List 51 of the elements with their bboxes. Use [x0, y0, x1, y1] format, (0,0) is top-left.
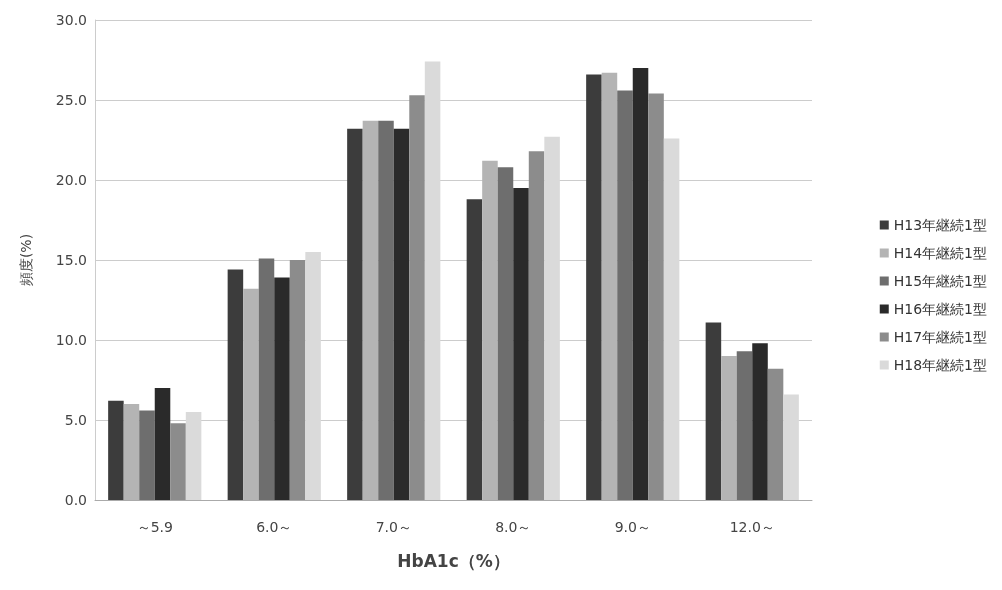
y-tick-label: 0.0 [64, 492, 87, 508]
y-tick-label: 30.0 [55, 12, 87, 28]
legend-label: H14年継続1型 [893, 245, 987, 261]
bar [663, 138, 680, 500]
bar [378, 120, 394, 500]
y-tick-label: 5.0 [64, 412, 87, 428]
y-tick-label: 15.0 [55, 252, 87, 268]
bar [648, 93, 664, 500]
legend-label: H17年継続1型 [893, 329, 987, 345]
x-axis-title: HbA1c（%） [397, 550, 510, 571]
bar [424, 61, 441, 500]
bar [528, 151, 545, 500]
legend-label: H18年継続1型 [893, 357, 987, 373]
legend-label: H16年継続1型 [893, 301, 987, 317]
bar [586, 74, 602, 500]
bar [736, 351, 753, 500]
legend-label: H15年継続1型 [893, 273, 987, 289]
bar [783, 394, 799, 500]
bar [274, 277, 290, 500]
y-tick-label: 20.0 [55, 172, 87, 188]
bar [170, 423, 186, 500]
y-tick-label: 10.0 [55, 332, 87, 348]
bar [108, 400, 124, 500]
y-tick-label: 25.0 [55, 92, 87, 108]
bar [544, 136, 560, 500]
legend-label: H13年継続1型 [893, 217, 987, 233]
bar [393, 128, 410, 500]
bar [513, 188, 529, 500]
x-tick-label: 12.0～ [729, 519, 775, 535]
bar [752, 343, 768, 500]
bar [258, 258, 275, 500]
bar [767, 368, 784, 500]
x-tick-label: 8.0～ [495, 519, 532, 535]
x-tick-label: 6.0～ [256, 519, 293, 535]
bar [497, 167, 514, 500]
bar [409, 95, 425, 500]
bar [289, 260, 306, 500]
bar [705, 322, 722, 500]
bar [632, 68, 649, 500]
bar [139, 410, 155, 500]
x-tick-label: ～5.9 [136, 519, 173, 535]
bar [466, 199, 483, 500]
bar [227, 269, 244, 500]
bar [185, 412, 202, 500]
x-tick-label: 9.0～ [614, 519, 651, 535]
bar [154, 388, 171, 500]
y-axis-title: 頻度(%) [18, 233, 34, 287]
x-tick-label: 7.0～ [375, 519, 412, 535]
bar [305, 252, 321, 500]
bar [347, 128, 363, 500]
bar [617, 90, 633, 500]
